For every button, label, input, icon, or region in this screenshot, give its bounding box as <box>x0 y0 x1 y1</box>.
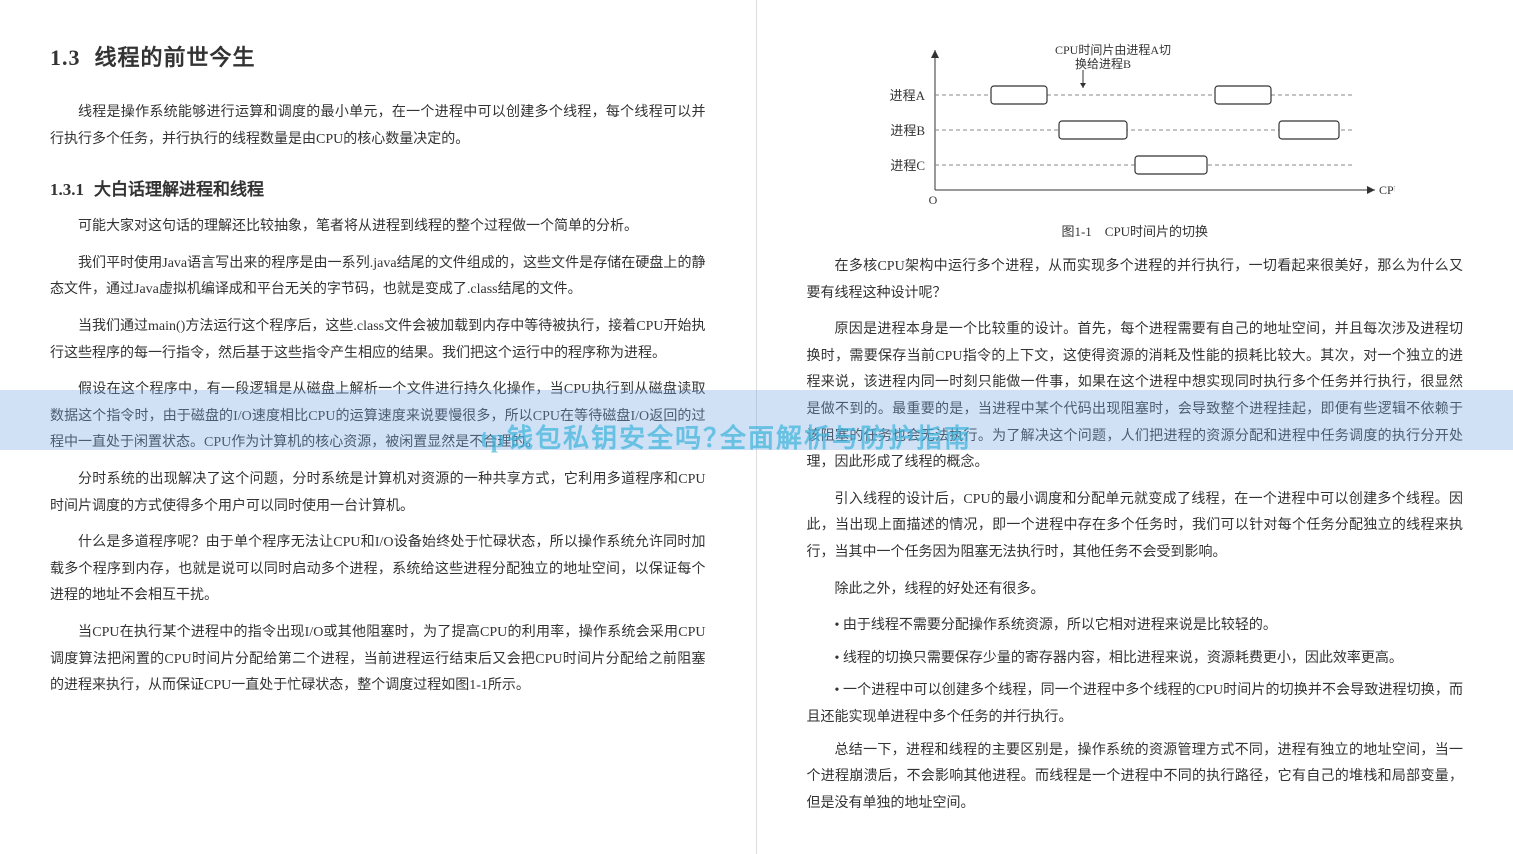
svg-text:CPU时间片: CPU时间片 <box>1379 183 1395 197</box>
bullet-item: • 线程的切换只需要保存少量的寄存器内容，相比进程来说，资源耗费更小，因此效率更… <box>807 646 1464 673</box>
paragraph: 当我们通过main()方法运行这个程序后，这些.class文件会被加载到内存中等… <box>50 314 706 367</box>
svg-text:进程A: 进程A <box>889 88 925 103</box>
paragraph: 原因是进程本身是一个比较重的设计。首先，每个进程需要有自己的地址空间，并且每次涉… <box>807 317 1464 477</box>
svg-text:换给进程B: 换给进程B <box>1075 56 1131 71</box>
subsection-title: 大白话理解进程和线程 <box>94 180 264 199</box>
paragraph: 分时系统的出现解决了这个问题，分时系统是计算机对资源的一种共享方式，它利用多道程… <box>50 467 706 520</box>
bullet-item: • 一个进程中可以创建多个线程，同一个进程中多个线程的CPU时间片的切换并不会导… <box>807 678 1464 731</box>
paragraph: 线程是操作系统能够进行运算和调度的最小单元，在一个进程中可以创建多个线程，每个线… <box>50 100 706 153</box>
subsection-heading: 1.3.1 大白话理解进程和线程 <box>50 175 706 200</box>
paragraph: 引入线程的设计后，CPU的最小调度和分配单元就变成了线程，在一个进程中可以创建多… <box>807 487 1464 567</box>
figure-1-1: O CPU时间片 CPU时间片由进程A切换给进程B 进程A 进程B 进程C 图1-1 CP… <box>875 40 1395 240</box>
paragraph: 假设在这个程序中，有一段逻辑是从磁盘上解析一个文件进行持久化操作，当CPU执行到… <box>50 377 706 457</box>
section-number: 1.3 <box>50 45 81 70</box>
cpu-timeslice-diagram: O CPU时间片 CPU时间片由进程A切换给进程B 进程A 进程B 进程C <box>875 40 1395 210</box>
paragraph: 在多核CPU架构中运行多个进程，从而实现多个进程的并行执行，一切看起来很美好，那… <box>807 254 1464 307</box>
paragraph: 可能大家对这句话的理解还比较抽象，笔者将从进程到线程的整个过程做一个简单的分析。 <box>50 214 706 241</box>
page-right: O CPU时间片 CPU时间片由进程A切换给进程B 进程A 进程B 进程C 图1-1 CP… <box>757 0 1513 854</box>
svg-text:进程C: 进程C <box>890 158 925 173</box>
section-heading: 1.3 线程的前世今生 <box>50 40 706 72</box>
paragraph: 什么是多道程序呢？由于单个程序无法让CPU和I/O设备始终处于忙碌状态，所以操作… <box>50 530 706 610</box>
figure-caption: 图1-1 CPU时间片的切换 <box>875 221 1395 240</box>
svg-text:进程B: 进程B <box>890 123 925 138</box>
svg-text:O: O <box>928 193 937 207</box>
bullet-item: • 由于线程不需要分配操作系统资源，所以它相对进程来说是比较轻的。 <box>807 613 1464 640</box>
subsection-number: 1.3.1 <box>50 180 84 199</box>
page-left: 1.3 线程的前世今生 线程是操作系统能够进行运算和调度的最小单元，在一个进程中可… <box>0 0 757 854</box>
paragraph: 我们平时使用Java语言写出来的程序是由一系列.java结尾的文件组成的，这些文… <box>50 251 706 304</box>
section-title: 线程的前世今生 <box>95 45 256 70</box>
svg-text:CPU时间片由进程A切: CPU时间片由进程A切 <box>1055 42 1171 57</box>
paragraph: 总结一下，进程和线程的主要区别是，操作系统的资源管理方式不同，进程有独立的地址空… <box>807 738 1464 818</box>
paragraph: 除此之外，线程的好处还有很多。 <box>807 577 1464 604</box>
paragraph: 当CPU在执行某个进程中的指令出现I/O或其他阻塞时，为了提高CPU的利用率，操… <box>50 620 706 700</box>
